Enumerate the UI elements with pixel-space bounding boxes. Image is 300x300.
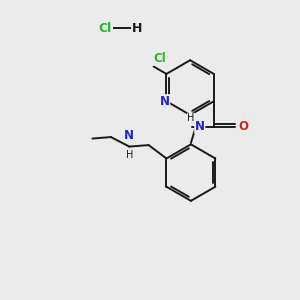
Text: N: N	[195, 120, 205, 133]
Text: H: H	[132, 22, 142, 34]
Text: Cl: Cl	[154, 52, 166, 65]
Text: O: O	[239, 120, 249, 133]
Text: N: N	[160, 95, 170, 108]
Text: Cl: Cl	[98, 22, 111, 34]
Text: H: H	[126, 150, 133, 160]
Text: N: N	[124, 129, 134, 142]
Text: H: H	[187, 113, 195, 123]
